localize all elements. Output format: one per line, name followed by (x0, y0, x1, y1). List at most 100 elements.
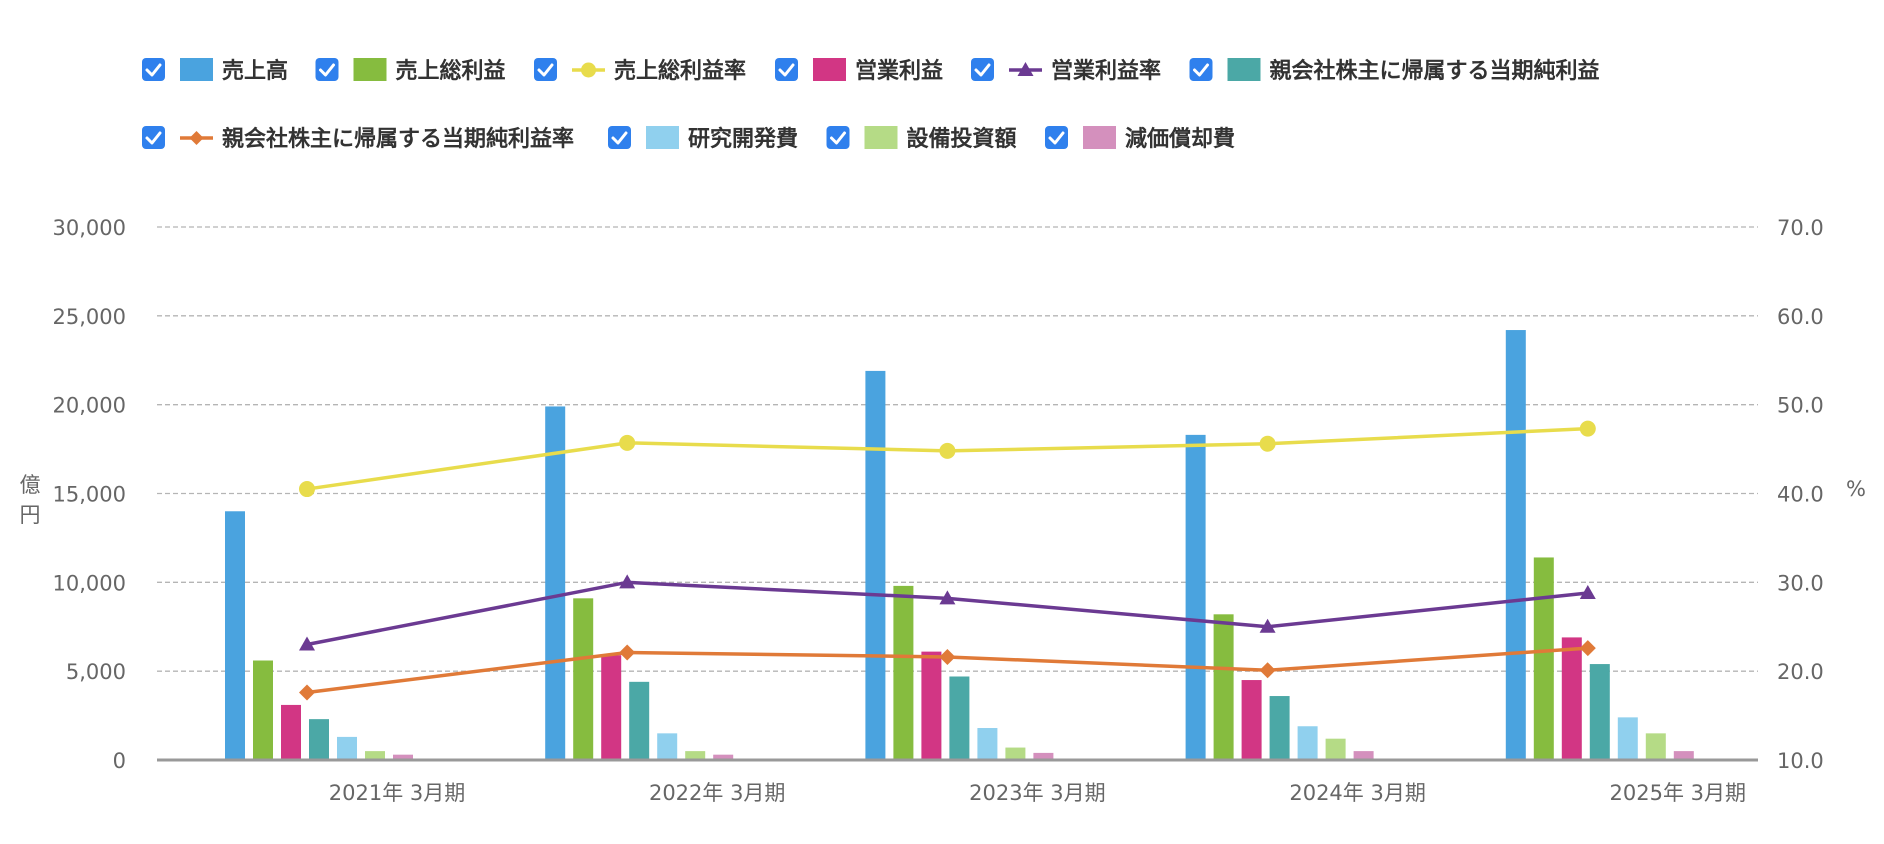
y-right-tick-label: 30.0 (1777, 571, 1824, 595)
legend-swatch (813, 58, 846, 81)
legend-item[interactable]: 設備投資額 (826, 126, 1017, 152)
legend-checkbox[interactable] (608, 126, 631, 149)
line-point[interactable] (1579, 584, 1596, 599)
line-point[interactable] (1259, 435, 1276, 452)
bar[interactable] (601, 655, 622, 760)
bar[interactable] (393, 754, 413, 760)
line-point[interactable] (939, 442, 956, 459)
legend-swatch (864, 126, 898, 149)
line-point[interactable] (299, 636, 315, 651)
bar[interactable] (573, 598, 594, 760)
bar[interactable] (1617, 717, 1638, 760)
line-point[interactable] (1259, 662, 1276, 679)
line-point[interactable] (1579, 420, 1596, 437)
legend-label: 売上高 (222, 58, 288, 84)
x-tick-label: 2022年 3月期 (649, 781, 785, 805)
legend-checkbox[interactable] (142, 126, 165, 149)
bar[interactable] (545, 406, 566, 760)
line-point[interactable] (619, 574, 636, 589)
legend-swatch (180, 58, 213, 81)
legend-swatch (646, 126, 679, 149)
bar[interactable] (1269, 696, 1290, 760)
y-axis-left-label: 億 (20, 473, 41, 497)
line-point[interactable] (299, 684, 315, 701)
legend-item[interactable]: 売上総利益率 (534, 58, 746, 84)
legend-label: 研究開発費 (688, 126, 798, 152)
legend-item[interactable]: 減価償却費 (1045, 126, 1235, 152)
legend-label: 売上総利益 (396, 58, 506, 84)
legend-item[interactable]: 親会社株主に帰属する当期純利益率 (142, 126, 574, 152)
legend-item[interactable]: 営業利益 (775, 58, 943, 84)
y-axis-right-label: % (1846, 477, 1866, 501)
x-tick-label: 2023年 3月期 (969, 781, 1105, 805)
legend-checkbox[interactable] (142, 58, 165, 81)
bar[interactable] (921, 651, 942, 760)
bar[interactable] (1213, 614, 1234, 760)
chart-grid (157, 226, 1758, 672)
bar[interactable] (1533, 557, 1554, 760)
bar[interactable] (1033, 752, 1054, 760)
legend-checkbox[interactable] (971, 58, 994, 81)
line-point[interactable] (1259, 618, 1276, 633)
bar[interactable] (225, 511, 245, 760)
bar[interactable] (365, 751, 385, 760)
line-point[interactable] (619, 644, 636, 661)
legend-label: 営業利益率 (1051, 58, 1161, 84)
legend-checkbox[interactable] (315, 58, 339, 81)
check-icon (319, 63, 335, 77)
bar[interactable] (1505, 330, 1526, 760)
bar[interactable] (337, 736, 357, 760)
y-left-tick-label: 0 (113, 749, 126, 773)
bar[interactable] (629, 681, 650, 760)
legend-item[interactable]: 売上総利益 (315, 58, 506, 84)
line-point[interactable] (1579, 640, 1596, 657)
bar[interactable] (949, 676, 970, 760)
bar[interactable] (893, 585, 914, 760)
y-left-tick-label: 15,000 (53, 483, 126, 507)
bar[interactable] (1589, 664, 1610, 760)
y-right-tick-label: 60.0 (1777, 305, 1824, 329)
chart-bars (225, 330, 1694, 760)
y-right-tick-label: 50.0 (1777, 394, 1824, 418)
bar[interactable] (1645, 733, 1666, 760)
bar[interactable] (977, 728, 998, 760)
legend-checkbox[interactable] (1189, 58, 1213, 81)
check-icon (778, 63, 795, 77)
bar[interactable] (309, 719, 329, 760)
bar[interactable] (1561, 637, 1582, 760)
y-right-tick-label: 20.0 (1777, 660, 1824, 684)
bar[interactable] (657, 733, 678, 760)
legend-item[interactable]: 営業利益率 (971, 58, 1161, 84)
bar[interactable] (1353, 751, 1374, 760)
legend-checkbox[interactable] (775, 58, 798, 81)
bar[interactable] (865, 370, 886, 760)
legend-label: 親会社株主に帰属する当期純利益 (1270, 58, 1600, 84)
bar[interactable] (1185, 434, 1206, 760)
legend-item[interactable]: 売上高 (142, 58, 288, 84)
bar[interactable] (685, 751, 706, 760)
bar[interactable] (253, 660, 273, 760)
legend-checkbox[interactable] (1045, 126, 1068, 149)
legend-item[interactable]: 親会社株主に帰属する当期純利益 (1189, 58, 1600, 84)
legend-swatch (353, 58, 387, 81)
bar[interactable] (1673, 751, 1694, 760)
bar[interactable] (1325, 738, 1346, 760)
bar[interactable] (1241, 680, 1262, 760)
legend-checkbox[interactable] (534, 58, 557, 81)
y-left-tick-label: 5,000 (66, 660, 126, 684)
legend-label: 営業利益 (855, 58, 943, 84)
legend-checkbox[interactable] (826, 126, 850, 149)
bar[interactable] (281, 704, 301, 760)
line-point[interactable] (299, 481, 315, 498)
line-point[interactable] (939, 648, 956, 665)
bar[interactable] (713, 754, 734, 760)
line-point[interactable] (619, 434, 636, 451)
check-icon (145, 131, 162, 145)
line-point[interactable] (939, 590, 956, 605)
legend-swatch (1227, 58, 1261, 81)
bar[interactable] (1297, 726, 1318, 760)
check-icon (611, 131, 628, 145)
bar[interactable] (1005, 747, 1026, 760)
legend-item[interactable]: 研究開発費 (608, 126, 798, 152)
